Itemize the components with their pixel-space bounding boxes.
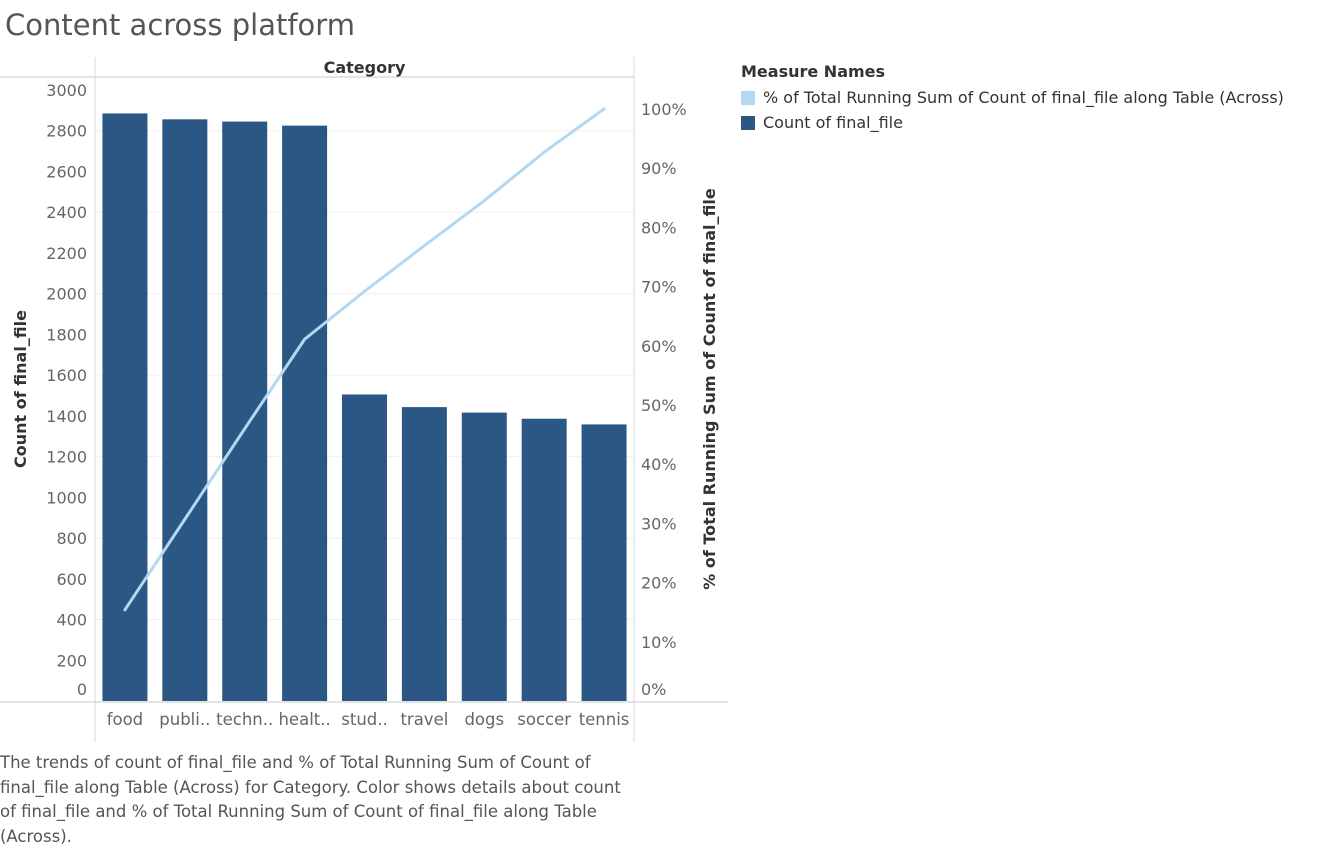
category-label: publi.. bbox=[159, 710, 210, 729]
y2-tick-label: 40% bbox=[641, 455, 677, 474]
bar-healt bbox=[282, 125, 328, 702]
y2-tick-label: 70% bbox=[641, 278, 677, 297]
chart-title: Content across platform bbox=[5, 8, 355, 42]
y2-tick-label: 0% bbox=[641, 680, 666, 699]
category-header: Category bbox=[324, 58, 406, 77]
y2-axis-title: % of Total Running Sum of Count of final… bbox=[700, 188, 719, 590]
bar-publi bbox=[162, 119, 208, 701]
legend-title: Measure Names bbox=[741, 62, 886, 81]
y-tick-label: 1000 bbox=[46, 488, 87, 507]
y2-tick-label: 30% bbox=[641, 514, 677, 533]
bar-dogs bbox=[461, 412, 507, 701]
category-label: soccer bbox=[517, 710, 571, 729]
chart-caption: The trends of count of final_file and % … bbox=[0, 753, 621, 846]
y-tick-label: 2600 bbox=[46, 162, 87, 181]
legend: Measure Names % of Total Running Sum of … bbox=[741, 62, 1284, 135]
y-tick-label: 800 bbox=[56, 529, 87, 548]
y-tick-label: 600 bbox=[56, 570, 87, 589]
legend-label-count: Count of final_file bbox=[763, 113, 903, 132]
bar-stud bbox=[342, 394, 387, 701]
dual-axis-chart: Category 0 200 400 600 800 1000 1200 1400 1600 180… bbox=[0, 57, 728, 742]
y-tick-label: 2000 bbox=[46, 285, 87, 304]
y2-tick-label: 100% bbox=[641, 100, 687, 119]
bar-food bbox=[102, 113, 148, 701]
y-tick-label: 3000 bbox=[46, 81, 87, 100]
category-label: food bbox=[107, 710, 143, 729]
legend-swatch-running-sum bbox=[741, 90, 755, 105]
bar-soccer bbox=[521, 418, 567, 701]
y2-tick-label: 20% bbox=[641, 574, 677, 593]
y-tick-label: 1400 bbox=[46, 407, 87, 426]
y-tick-label: 2200 bbox=[46, 244, 87, 263]
category-label: techn.. bbox=[216, 710, 273, 729]
y-tick-label: 400 bbox=[56, 611, 87, 630]
bar-tennis bbox=[581, 424, 627, 701]
category-label: stud.. bbox=[341, 710, 388, 729]
y2-tick-label: 80% bbox=[641, 218, 677, 237]
bar-techn bbox=[222, 121, 268, 701]
y-tick-label: 1200 bbox=[46, 448, 87, 467]
y-tick-label: 1800 bbox=[46, 325, 87, 344]
y-tick-label: 1600 bbox=[46, 366, 87, 385]
y2-tick-label: 60% bbox=[641, 337, 677, 356]
y-tick-label: 0 bbox=[77, 680, 87, 699]
y2-tick-label: 50% bbox=[641, 396, 677, 415]
category-label: tennis bbox=[579, 710, 630, 729]
y-tick-label: 2400 bbox=[46, 203, 87, 222]
legend-swatch-count bbox=[741, 115, 755, 130]
y-tick-label: 2800 bbox=[46, 122, 87, 141]
legend-item-running-sum[interactable]: % of Total Running Sum of Count of final… bbox=[741, 85, 1284, 110]
y2-tick-label: 10% bbox=[641, 633, 677, 652]
category-label: dogs bbox=[464, 710, 504, 729]
y-tick-label: 200 bbox=[56, 651, 87, 670]
y2-tick-label: 90% bbox=[641, 159, 677, 178]
category-label: healt.. bbox=[278, 710, 330, 729]
y-axis-title: Count of final_file bbox=[11, 310, 30, 468]
legend-item-count[interactable]: Count of final_file bbox=[741, 110, 1284, 135]
category-label: travel bbox=[400, 710, 448, 729]
bar-travel bbox=[401, 407, 447, 701]
legend-label-running-sum: % of Total Running Sum of Count of final… bbox=[763, 88, 1284, 107]
